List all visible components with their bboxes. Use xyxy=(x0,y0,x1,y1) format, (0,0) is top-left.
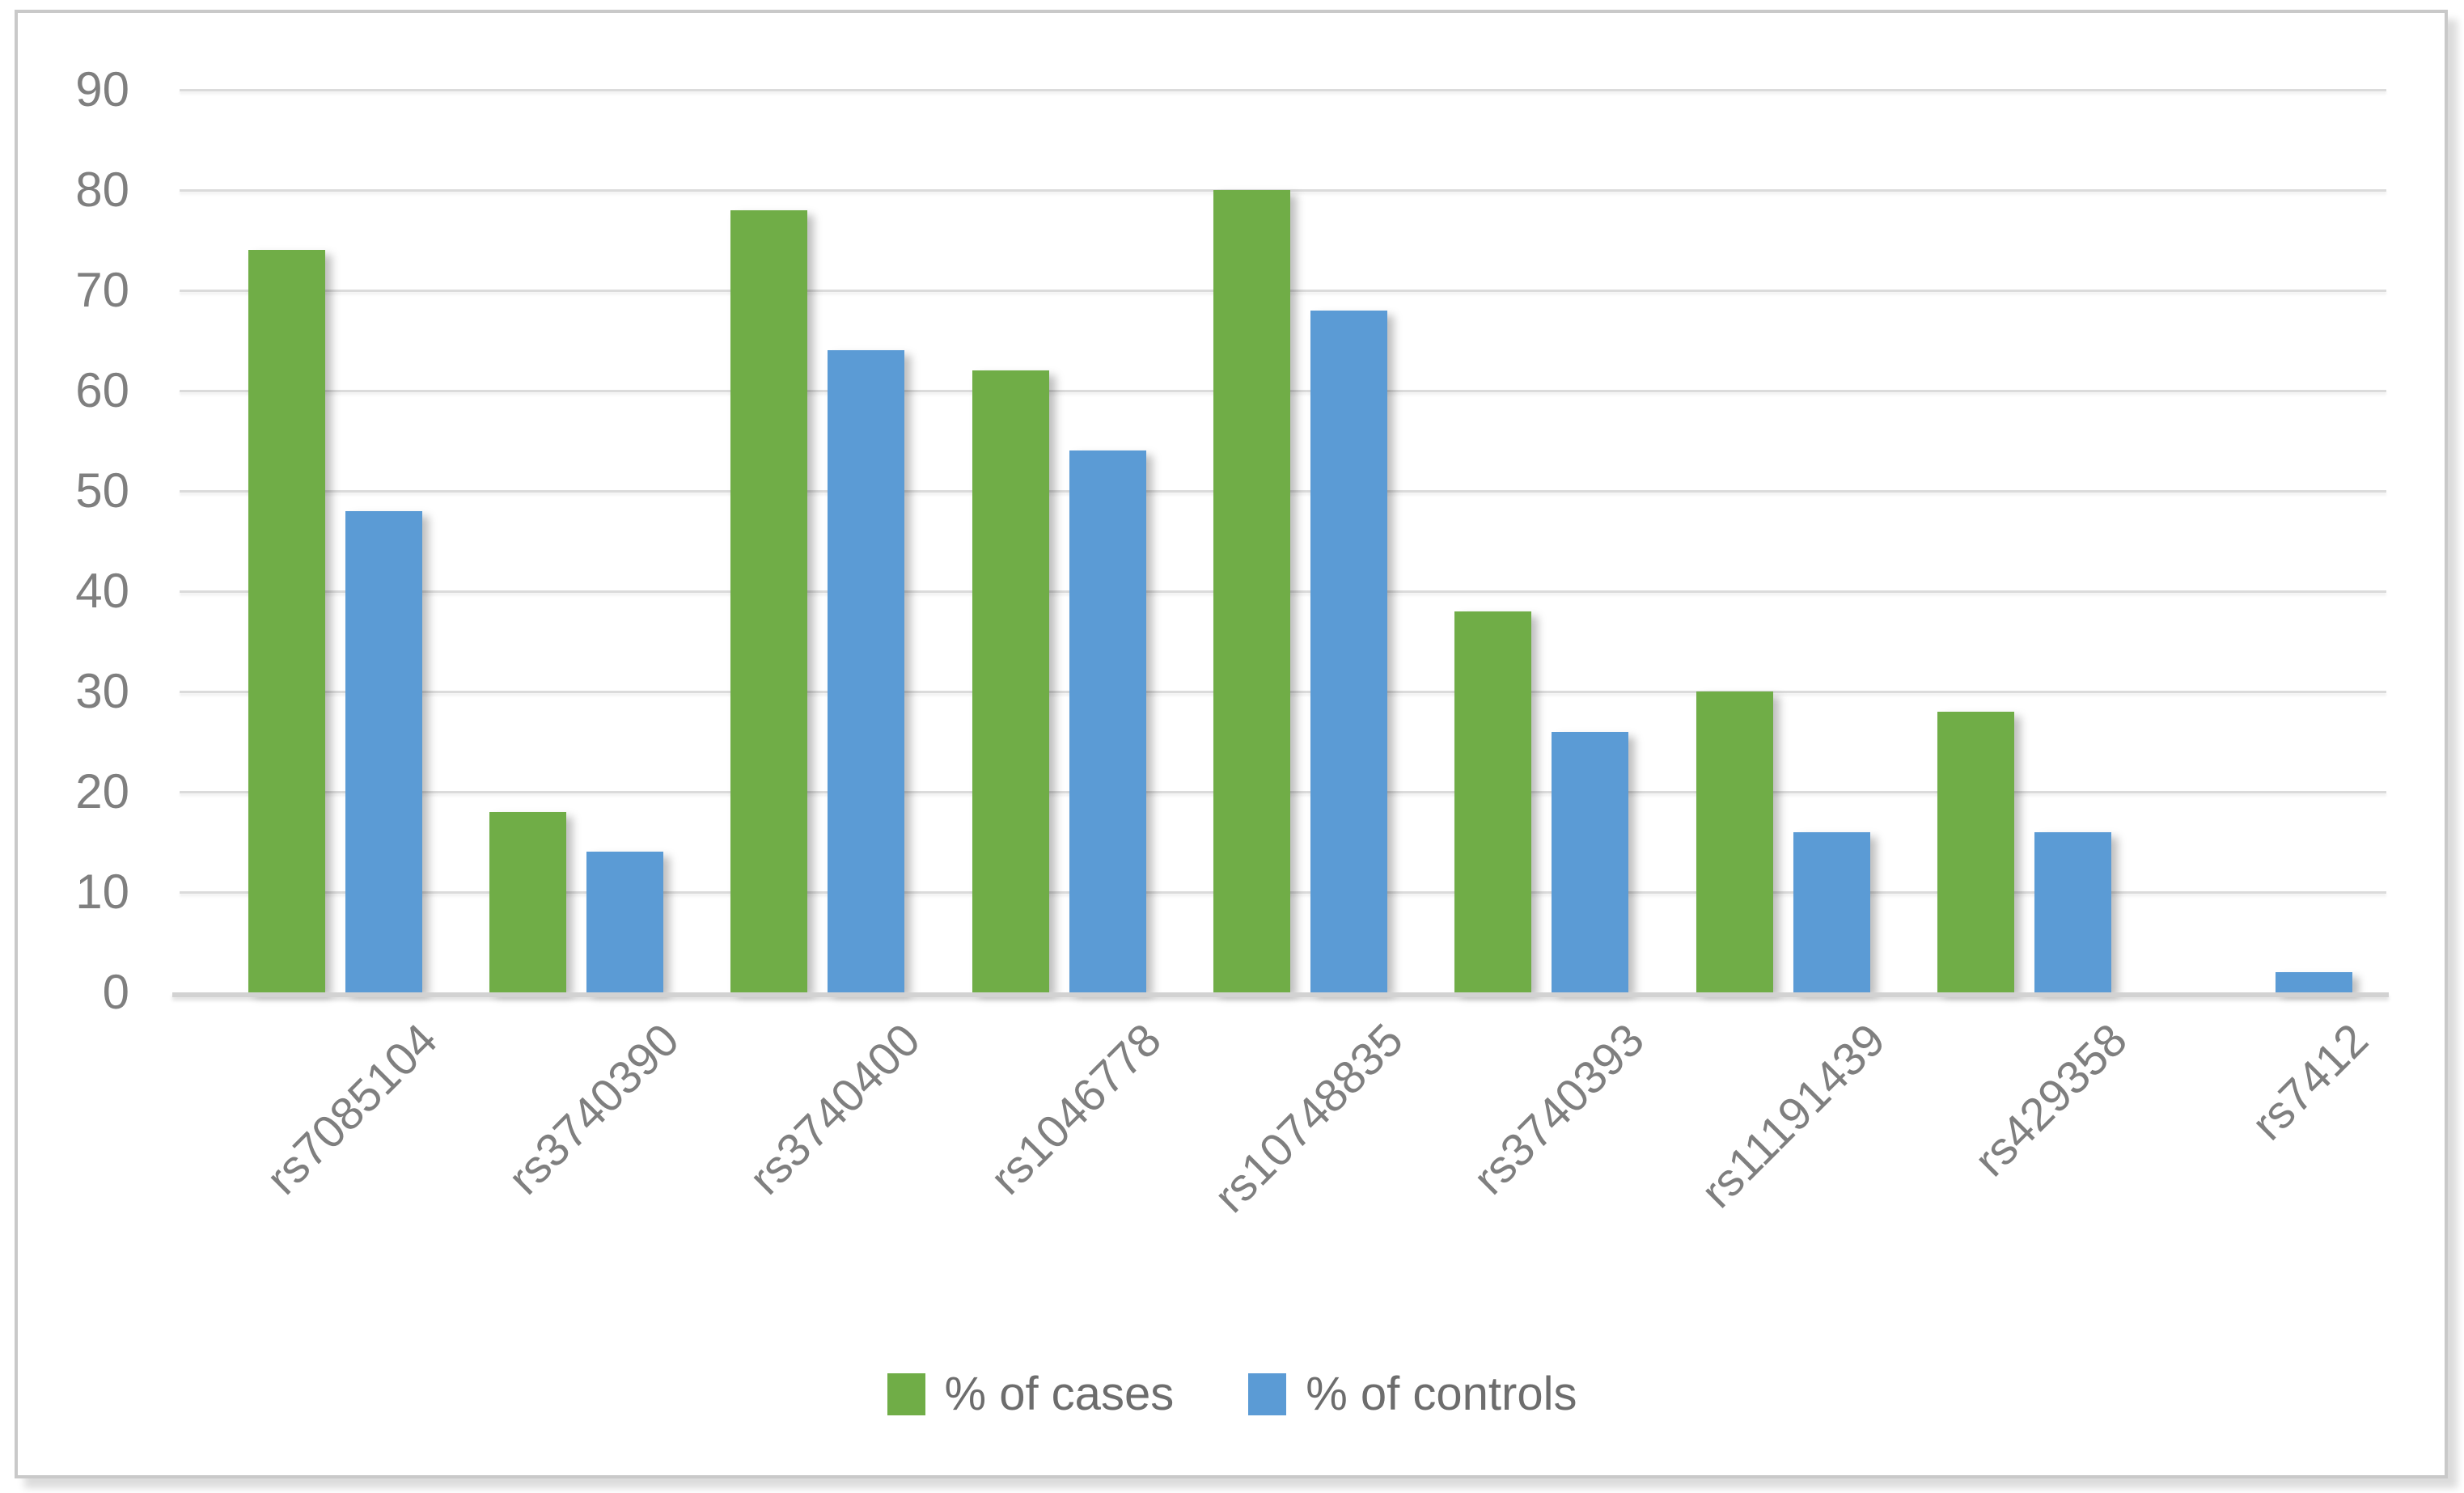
y-tick-label: 60 xyxy=(75,363,129,417)
bar-rs3740393-cases xyxy=(1454,611,1532,992)
bar-group-rs11191439 xyxy=(1662,90,1903,992)
y-tick-label: 80 xyxy=(75,163,129,217)
legend-swatch-cases xyxy=(887,1373,925,1415)
y-tick-label: 0 xyxy=(102,965,129,1019)
legend: % of cases % of controls xyxy=(0,1368,2464,1420)
y-tick-label: 40 xyxy=(75,564,129,618)
bar-group-rs7412 xyxy=(2145,90,2386,992)
bar-rs7085104-controls xyxy=(345,511,422,992)
legend-item-controls: % of controls xyxy=(1248,1368,1577,1420)
bar-rs10748835-controls xyxy=(1310,311,1387,992)
y-tick-label: 50 xyxy=(75,463,129,518)
bar-group-rs3740400 xyxy=(697,90,938,992)
bar-rs3740393-controls xyxy=(1552,732,1629,992)
bar-group-rs7085104 xyxy=(214,90,455,992)
y-tick-label: 30 xyxy=(75,664,129,718)
y-tick-label: 90 xyxy=(75,62,129,116)
bar-rs1046778-controls xyxy=(1069,450,1146,992)
bar-group-rs3740390 xyxy=(455,90,696,992)
bar-group-rs1046778 xyxy=(938,90,1179,992)
bar-rs3740390-controls xyxy=(586,852,663,992)
x-axis-line xyxy=(172,992,2389,997)
bar-group-rs429358 xyxy=(1903,90,2144,992)
y-tick-label: 10 xyxy=(75,865,129,919)
y-tick-label: 70 xyxy=(75,263,129,317)
legend-label: % of cases xyxy=(944,1368,1175,1420)
bar-group-rs3740393 xyxy=(1421,90,1662,992)
bar-rs11191439-cases xyxy=(1696,692,1773,992)
bar-rs3740390-cases xyxy=(489,812,566,992)
bar-rs429358-cases xyxy=(1937,712,2014,992)
y-tick-label: 20 xyxy=(75,764,129,818)
bar-rs3740400-controls xyxy=(828,350,905,992)
legend-label: % of controls xyxy=(1306,1368,1577,1420)
plot-area xyxy=(214,90,2386,992)
bar-rs3740400-cases xyxy=(730,210,808,992)
bar-rs7085104-cases xyxy=(248,250,325,992)
legend-swatch-controls xyxy=(1248,1373,1287,1415)
bar-rs7412-controls xyxy=(2276,972,2353,992)
legend-item-cases: % of cases xyxy=(887,1368,1175,1420)
bar-rs429358-controls xyxy=(2034,832,2111,992)
bar-rs1046778-cases xyxy=(972,370,1049,992)
bar-rs10748835-cases xyxy=(1213,190,1290,992)
gridline-90 xyxy=(180,89,2386,91)
bar-rs11191439-controls xyxy=(1793,832,1870,992)
bar-group-rs10748835 xyxy=(1179,90,1420,992)
